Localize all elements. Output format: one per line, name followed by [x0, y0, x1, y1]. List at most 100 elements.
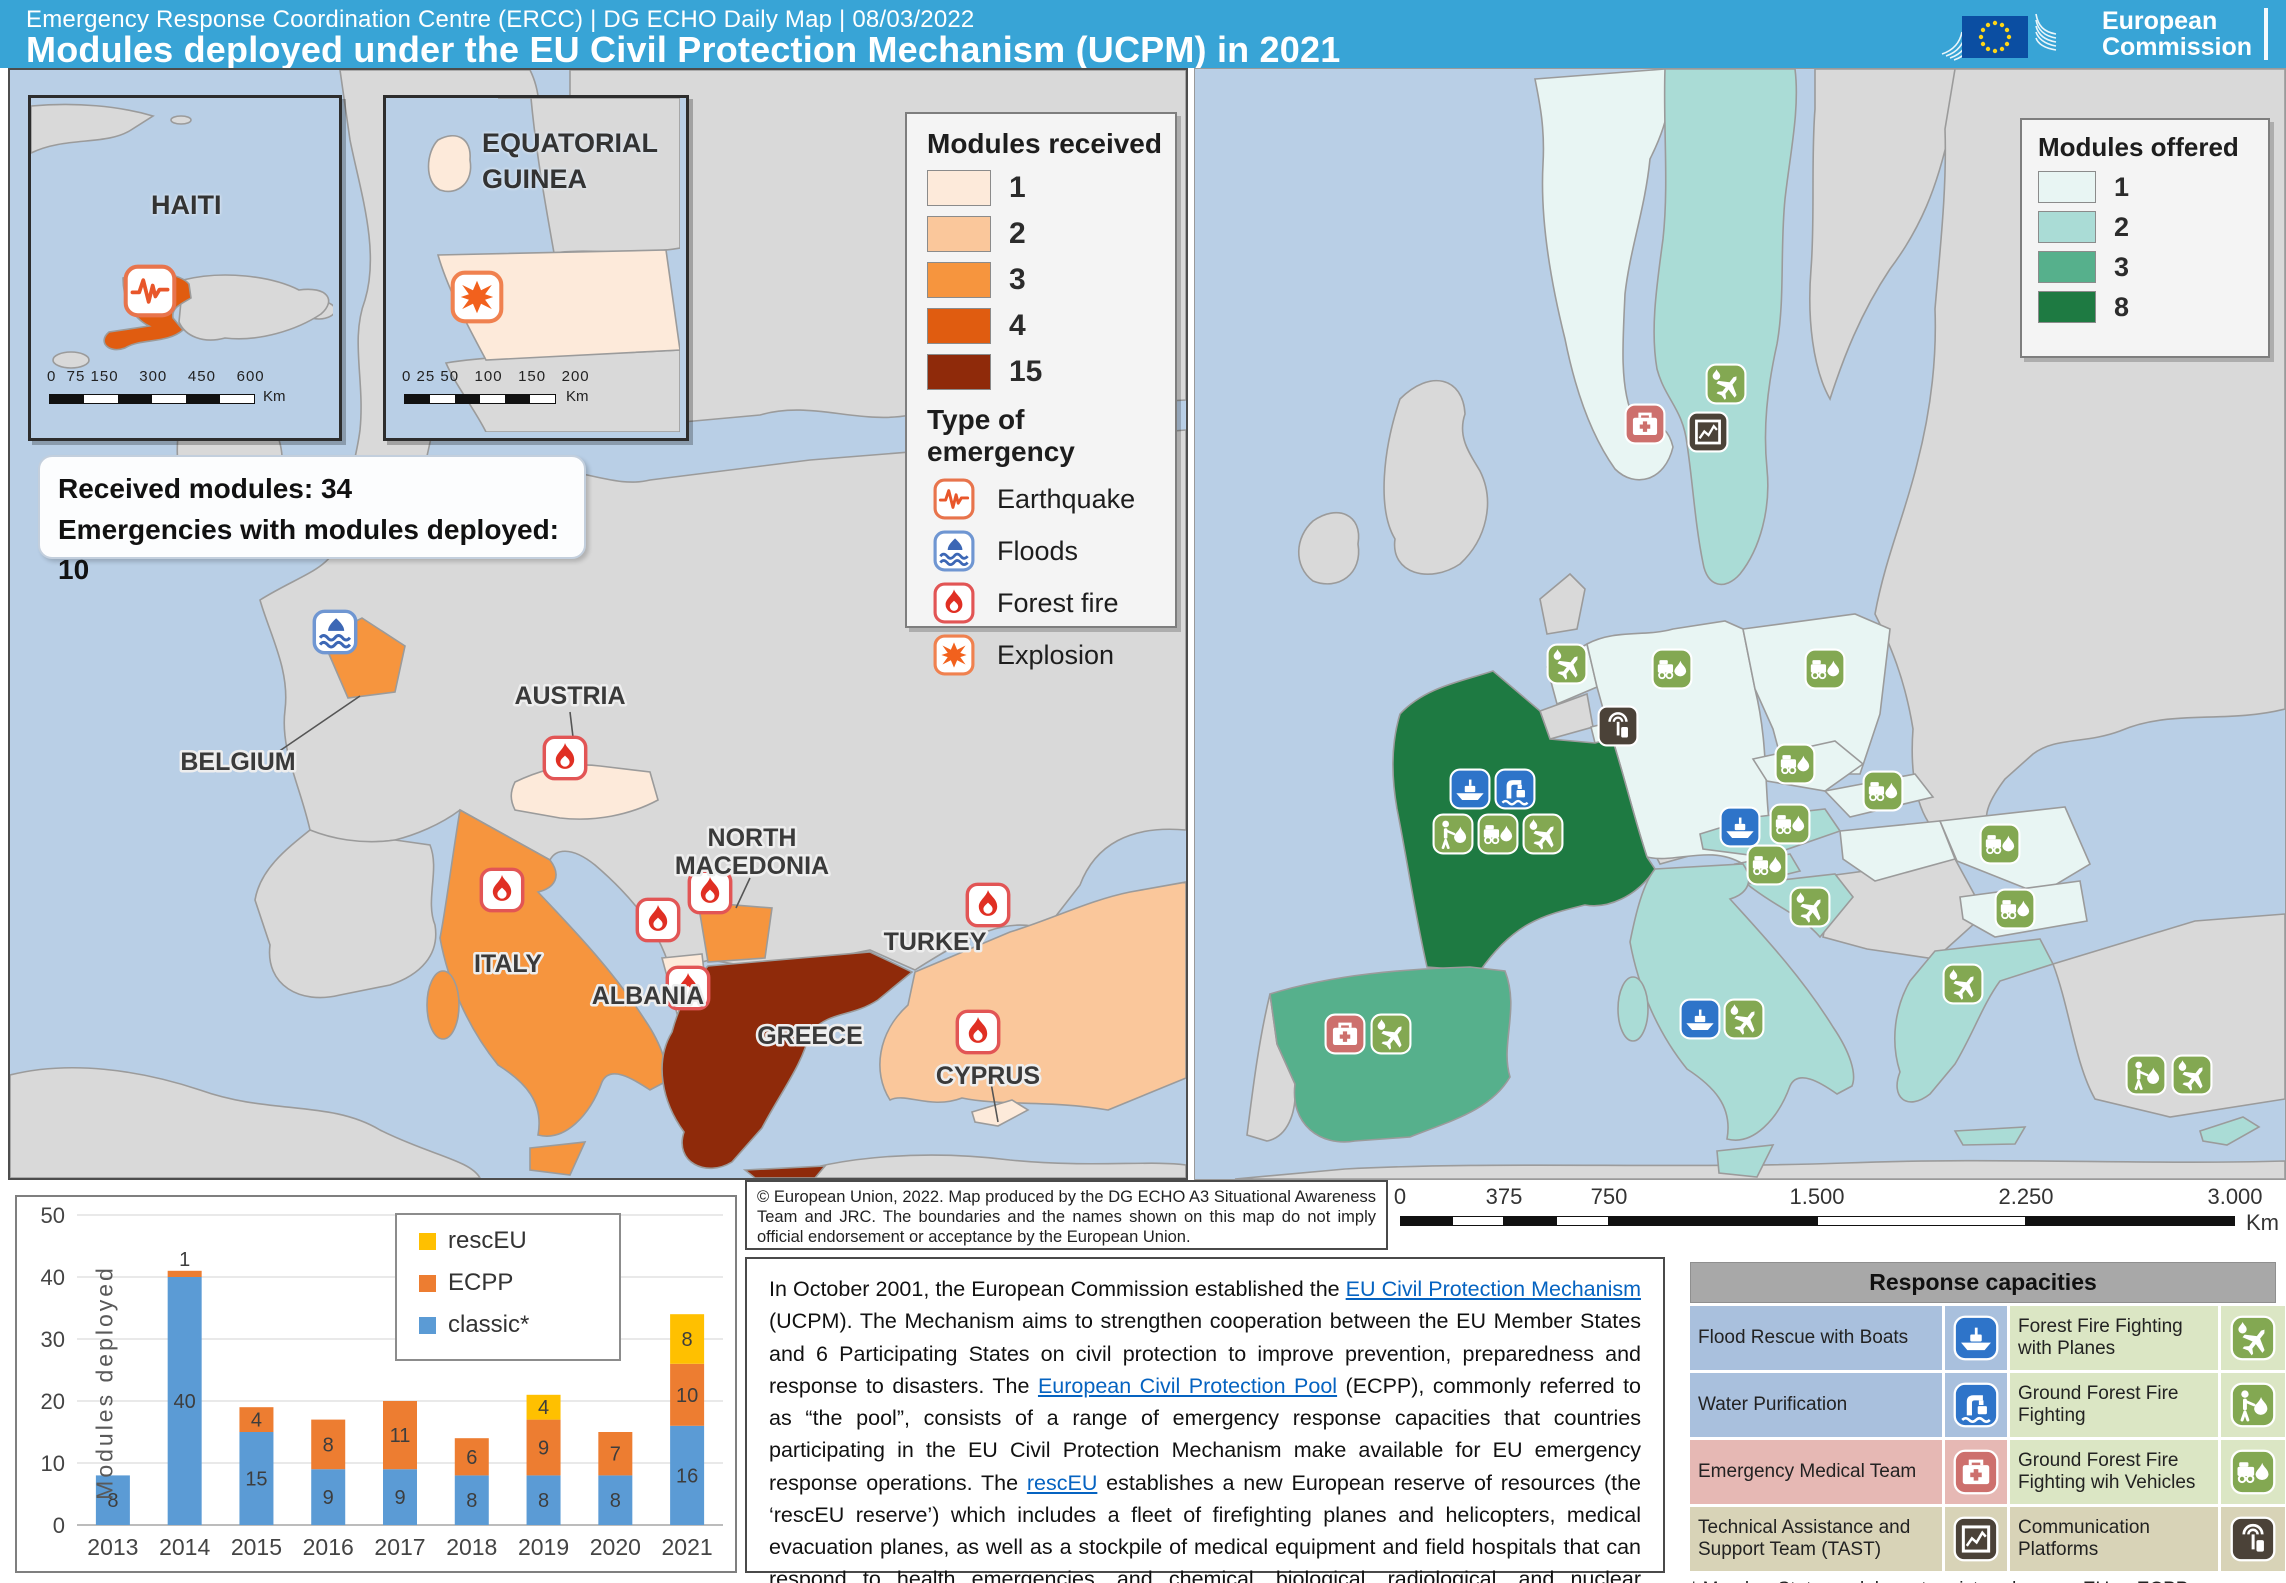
capacity-label: Technical Assistance and Support Team (T… [1690, 1507, 1942, 1571]
svg-text:8: 8 [466, 1490, 477, 1512]
svg-text:10: 10 [41, 1451, 65, 1476]
svg-text:10: 10 [676, 1385, 698, 1407]
explosion-icon [453, 273, 502, 322]
ground-forest-fire-vehicles-icon [1979, 823, 2021, 865]
intro-paragraph: In October 2001, the European Commission… [769, 1277, 1642, 1583]
floods-icon [312, 609, 358, 655]
forest-fire-planes-icon [1789, 886, 1831, 928]
swatch-1 [2038, 171, 2096, 203]
country-denmark [1539, 572, 1586, 635]
chart-y-axis-label: Modules deployed [91, 1265, 118, 1500]
eqg-scale-bar [404, 394, 556, 404]
legend-class-row: 3 [2038, 251, 2268, 283]
dominican-republic [178, 274, 330, 341]
country-cyprus [971, 1099, 1030, 1127]
svg-text:2019: 2019 [518, 1534, 569, 1560]
water-purification-icon [1945, 1373, 2007, 1437]
legend-class-row: 3 [927, 262, 1175, 298]
country-norway [1534, 69, 1674, 481]
ground-forest-fire-vehicles-icon [1804, 648, 1846, 690]
legend-emergency-title: Type of emergency [927, 404, 1075, 467]
inset-title-eqg-2: GUINEA [482, 164, 588, 194]
island-crete [742, 1165, 827, 1178]
country-finland [1809, 69, 1956, 401]
svg-text:40: 40 [41, 1265, 65, 1290]
island-sicily [529, 1141, 587, 1176]
legend-emergency-row: Forest fire [933, 582, 1175, 624]
response-capacities-table: Flood Rescue with Boats Forest Fire Figh… [1690, 1306, 2285, 1571]
legend-received-title: Modules received [927, 128, 1162, 159]
summary-line-2: Emergencies with modules deployed: 10 [58, 513, 560, 586]
logo-divider [2264, 8, 2268, 60]
tast-icon [1687, 411, 1729, 453]
svg-text:2018: 2018 [446, 1534, 497, 1560]
legend-class-row: 15 [927, 354, 1175, 390]
link-european-civil-protection-pool[interactable]: European Civil Protection Pool [1037, 1373, 1338, 1398]
svg-text:2015: 2015 [231, 1534, 282, 1560]
eu-flag-icon [1941, 13, 2057, 61]
forest-fire-planes-icon [1522, 813, 1564, 855]
flood-rescue-boat-icon [1719, 806, 1761, 848]
intro-text-box: In October 2001, the European Commission… [745, 1257, 1665, 1583]
capacity-label: Emergency Medical Team [1690, 1440, 1942, 1504]
capacity-label: Flood Rescue with Boats [1690, 1306, 1942, 1370]
island-jamaica [52, 351, 90, 369]
svg-text:4: 4 [538, 1397, 549, 1419]
svg-text:2017: 2017 [374, 1534, 425, 1560]
legend-class-row: 8 [2038, 291, 2268, 323]
svg-text:15: 15 [245, 1469, 267, 1491]
country-united-kingdom [1383, 379, 1489, 575]
country-hungary [1839, 820, 1957, 882]
capacity-label: Communication Platforms [2010, 1507, 2218, 1571]
svg-text:8: 8 [610, 1490, 621, 1512]
svg-text:9: 9 [394, 1487, 405, 1509]
forest-fire-icon [955, 1009, 1001, 1055]
offered-map [1195, 69, 2285, 1179]
logo-text: European Commission [2101, 7, 2252, 61]
link-resceu[interactable]: rescEU [1026, 1470, 1098, 1495]
svg-text:2013: 2013 [87, 1534, 138, 1560]
label-belgium: BELGIUM [180, 748, 295, 776]
chart-legend-row: classic* [419, 1311, 619, 1339]
ground-forest-fire-icon [2221, 1373, 2285, 1437]
island-cuba [31, 103, 155, 154]
svg-text:16: 16 [676, 1465, 698, 1487]
legend-class-row: 4 [927, 308, 1175, 344]
explosion-icon [933, 634, 975, 676]
modules-deployed-chart: Modules deployed 0 10 20 30 40 50 8 2013 40 1 2014… [15, 1195, 737, 1573]
offered-map-panel [1194, 68, 2286, 1180]
flood-rescue-boat-icon [1945, 1306, 2007, 1370]
haiti-scale-bar [49, 394, 255, 404]
svg-text:0: 0 [53, 1513, 65, 1538]
inset-title-haiti: HAITI [151, 190, 222, 220]
forest-fire-icon [542, 735, 588, 781]
swatch-4 [927, 308, 991, 344]
ground-forest-fire-vehicles-icon [1774, 743, 1816, 785]
svg-text:8: 8 [323, 1434, 334, 1456]
earthquake-icon [933, 478, 975, 520]
svg-text:9: 9 [538, 1438, 549, 1460]
header-subtitle: Emergency Response Coordination Centre (… [26, 6, 975, 33]
swatch-1 [927, 170, 991, 206]
forest-fire-icon [933, 582, 975, 624]
scale-tick: 1.500 [1789, 1184, 1845, 1209]
label-north-macedonia-1: NORTH [708, 824, 797, 852]
tast-icon [1945, 1507, 2007, 1571]
country-ireland [1298, 512, 1360, 585]
swatch-3 [2038, 251, 2096, 283]
forest-fire-planes-icon [1705, 363, 1747, 405]
ground-forest-fire-vehicles-icon [2221, 1440, 2285, 1504]
page-title: Modules deployed under the EU Civil Prot… [26, 29, 1341, 70]
link-eu-civil-protection-mechanism[interactable]: EU Civil Protection Mechanism [1345, 1277, 1641, 1301]
svg-text:8: 8 [682, 1329, 693, 1351]
svg-text:2020: 2020 [590, 1534, 641, 1560]
svg-text:1: 1 [179, 1249, 190, 1271]
scale-tick: 2.250 [1998, 1184, 2054, 1209]
scale-tick: 750 [1590, 1184, 1628, 1209]
floods-icon [933, 530, 975, 572]
european-commission-logo: European Commission [1940, 5, 2268, 63]
legend-class-row: 2 [927, 216, 1175, 252]
capacity-label: Water Purification [1690, 1373, 1942, 1437]
label-austria: AUSTRIA [514, 682, 625, 710]
